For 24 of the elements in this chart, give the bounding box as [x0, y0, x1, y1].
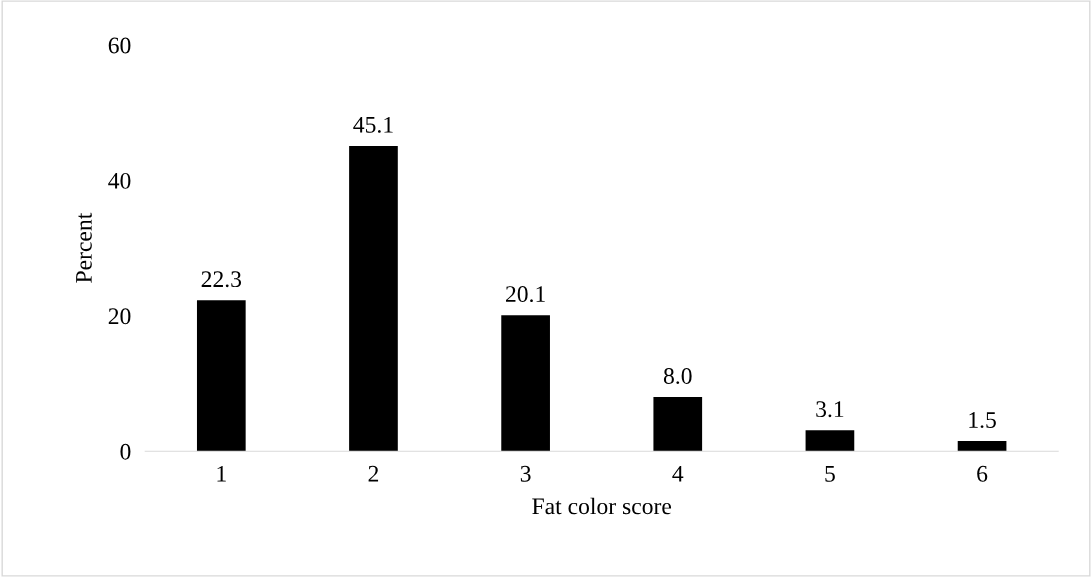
- y-tick-label: 60: [108, 37, 131, 54]
- bar: [349, 145, 398, 452]
- x-tick-label: 2: [368, 465, 379, 482]
- bar: [957, 441, 1007, 452]
- x-tick-label: 1: [217, 465, 226, 482]
- x-tick-label: 3: [520, 465, 531, 482]
- y-tick-label: 20: [108, 308, 131, 325]
- bar: [196, 300, 246, 452]
- x-tick-label: 4: [672, 465, 684, 482]
- data-label: 45.1: [353, 116, 393, 133]
- x-tick-label: 6: [977, 465, 988, 482]
- data-label: 3.1: [816, 401, 844, 418]
- x-axis-title: Fat color score: [532, 497, 672, 515]
- y-tick-label: 40: [108, 172, 131, 189]
- data-label: 8.0: [663, 367, 692, 385]
- data-label: 1.5: [969, 412, 996, 429]
- bar: [501, 315, 550, 452]
- bar: [805, 430, 855, 452]
- data-label: 22.3: [201, 271, 242, 288]
- y-tick-label: 0: [120, 443, 131, 460]
- bar: [653, 397, 703, 452]
- data-label: 20.1: [505, 286, 545, 303]
- x-tick-label: 5: [825, 466, 835, 482]
- y-axis-title: Percent: [76, 212, 92, 283]
